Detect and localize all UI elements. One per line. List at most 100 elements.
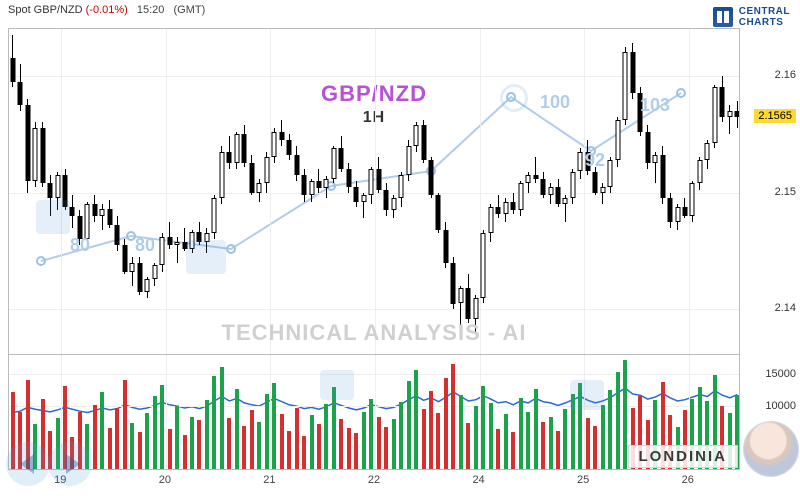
volume-bar [481,386,485,469]
volume-bar [519,398,523,470]
volume-bar [205,400,209,469]
last-price-badge: 2.1565 [754,109,796,123]
volume-bar [145,413,149,469]
volume-bar [362,412,366,469]
volume-bar [183,435,187,469]
volume-bar [280,414,284,469]
assistant-avatar[interactable] [744,422,798,476]
volume-bar [571,394,575,469]
volume-bar [138,432,142,469]
timezone: (GMT) [173,4,205,16]
chart-area[interactable]: GBP/NZD 1H TECHNICAL ANALYSIS - AI [8,28,740,470]
volume-bar [578,383,582,469]
volume-bar [332,387,336,469]
volume-bar [175,406,179,469]
volume-bar [115,408,119,469]
volume-bar [160,385,164,469]
volume-bar [496,429,500,469]
volume-bar [444,378,448,469]
volume-bar [168,429,172,469]
price-pane[interactable]: GBP/NZD 1H [9,29,739,355]
volume-bar [265,394,269,469]
volume-bar [504,414,508,469]
volume-bar [459,395,463,469]
volume-bar [100,392,104,469]
x-tick-label: 21 [263,474,275,486]
volume-bar [197,420,201,469]
volume-bar [563,409,567,469]
vol-y-tick: 15000 [765,368,796,380]
y-tick-label: 2.14 [775,302,796,314]
next-button[interactable] [48,442,92,486]
y-axis: 2.14 2.15 2.16 2.1565 10000 15000 [744,28,800,470]
volume-bar [250,410,254,469]
chart-header: Spot GBP/NZD (-0.01%) 15:20 (GMT) [8,4,205,16]
x-tick-label: 26 [682,474,694,486]
pct-change: (-0.01%) [86,4,128,16]
volume-bar [474,406,478,469]
x-tick-label: 25 [577,474,589,486]
volume-bar [190,417,194,469]
volume-bar [310,415,314,469]
volume-bar [526,412,530,469]
volume-bar [608,390,612,469]
volume-bar [384,427,388,469]
y-tick-label: 2.15 [775,186,796,198]
volume-bar [257,422,261,469]
brand-logo[interactable]: CENTRALCHARTS [713,6,790,28]
vol-y-tick: 10000 [765,400,796,412]
volume-bar [556,431,560,469]
volume-bar [511,432,515,469]
volume-bar [317,424,321,469]
volume-bar [593,426,597,469]
volume-bar [153,396,157,469]
volume-bar [414,370,418,469]
volume-bar [549,417,553,469]
volume-bar [392,419,396,469]
volume-bar [407,381,411,469]
volume-bar [466,423,470,469]
volume-bar [451,364,455,469]
logo-icon [713,7,733,27]
volume-bar [227,418,231,469]
volume-bar [369,399,373,469]
volume-bar [93,405,97,469]
londinia-badge: LONDINIA [628,445,739,468]
volume-bar [130,423,134,469]
volume-bar [377,417,381,469]
volume-bar [212,376,216,469]
timeframe-label: 1H [363,109,385,127]
volume-bar [324,404,328,469]
volume-bar [616,372,620,469]
instrument-name: Spot GBP/NZD [8,4,83,16]
y-tick-label: 2.16 [775,69,796,81]
volume-bar [541,422,545,469]
x-tick-label: 20 [159,474,171,486]
volume-bar [220,367,224,469]
volume-bar [339,419,343,469]
volume-bar [295,408,299,469]
volume-bar [436,413,440,469]
volume-bar [123,380,127,469]
volume-bar [235,389,239,469]
x-axis: 19202122242526 [8,474,740,492]
pair-label: GBP/NZD [321,81,427,107]
volume-bar [422,409,426,469]
volume-bar [489,403,493,469]
volume-bar [399,402,403,469]
volume-bar [429,391,433,469]
volume-bar [534,389,538,469]
volume-bar [242,426,246,469]
volume-bar [272,383,276,469]
prev-button[interactable] [6,442,50,486]
volume-bar [108,428,112,469]
volume-bar [287,431,291,469]
x-tick-label: 24 [472,474,484,486]
x-tick-label: 22 [368,474,380,486]
volume-bar [586,418,590,469]
volume-bar [302,436,306,469]
volume-bar [347,428,351,469]
logo-text: CENTRALCHARTS [739,6,790,28]
timestamp: 15:20 [137,4,165,16]
volume-bar [354,433,358,469]
